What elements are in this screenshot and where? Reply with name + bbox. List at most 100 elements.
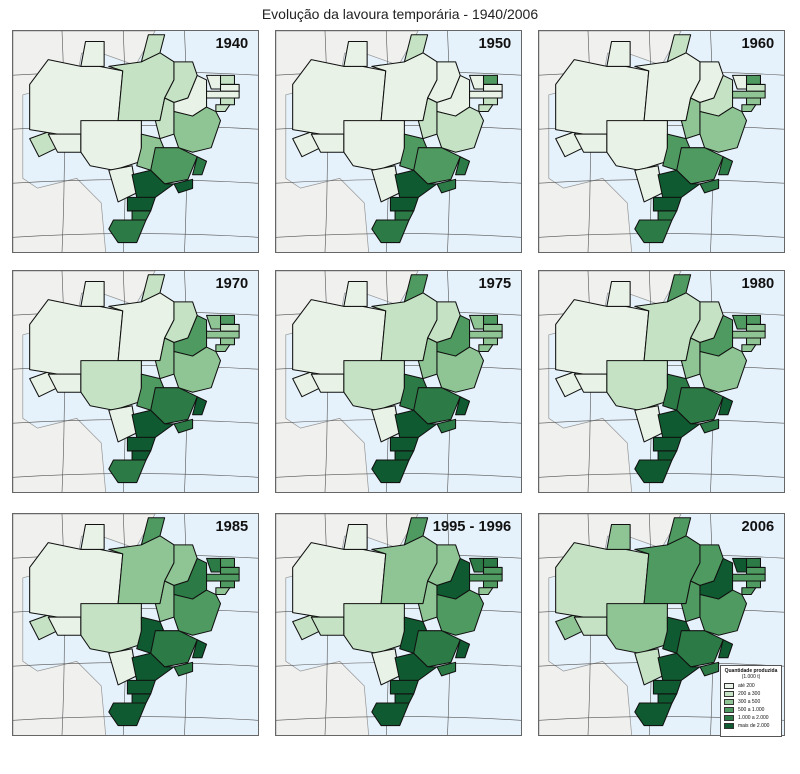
state-rn <box>219 74 236 85</box>
map-panel: 1960 <box>538 30 785 253</box>
panel-year-label: 1960 <box>742 36 775 52</box>
state-rr <box>606 41 631 67</box>
state-pe <box>206 90 240 99</box>
map-panel: 1950 <box>275 30 522 253</box>
state-rs <box>634 459 673 484</box>
state-rn <box>219 314 236 325</box>
state-rr <box>606 524 631 550</box>
brazil-map: 1975 <box>276 271 521 492</box>
panel-year-label: 1995 - 1996 <box>433 519 511 535</box>
state-rj <box>699 178 720 194</box>
state-mt <box>606 120 668 171</box>
state-rr <box>80 524 105 550</box>
brazil-map: 1940 <box>13 31 258 252</box>
state-rr <box>80 41 105 67</box>
state-rj <box>173 178 194 194</box>
state-rj <box>173 661 194 677</box>
legend-label: 200 a 300 <box>738 691 761 697</box>
state-al <box>219 337 236 346</box>
state-rn <box>745 314 762 325</box>
legend-swatch <box>724 683 734 689</box>
state-pe <box>206 573 240 582</box>
state-rr <box>343 41 368 67</box>
state-pb <box>745 566 766 575</box>
map-panel: 1985 <box>12 513 259 736</box>
state-al <box>482 97 499 106</box>
state-al <box>745 97 762 106</box>
state-rs <box>108 219 147 244</box>
state-pb <box>219 83 240 92</box>
state-al <box>482 337 499 346</box>
state-es <box>718 639 734 659</box>
state-al <box>219 580 236 589</box>
brazil-map: 1980 <box>539 271 784 492</box>
panel-year-label: 2006 <box>742 519 775 535</box>
state-pe <box>469 90 503 99</box>
legend-label: 1.000 a 2.000 <box>738 715 769 721</box>
state-rj <box>173 418 194 434</box>
state-mt <box>80 603 142 654</box>
state-rs <box>371 219 410 244</box>
state-rj <box>436 418 457 434</box>
panel-year-label: 1950 <box>479 36 512 52</box>
panel-year-label: 1975 <box>479 276 512 292</box>
panel-year-label: 1985 <box>216 519 249 535</box>
brazil-map: 1970 <box>13 271 258 492</box>
legend-item: 200 a 300 <box>724 690 778 698</box>
state-pb <box>219 323 240 332</box>
state-ba <box>173 106 222 153</box>
state-rj <box>436 661 457 677</box>
state-ap <box>403 274 429 303</box>
state-al <box>482 580 499 589</box>
state-pe <box>732 573 766 582</box>
state-pr <box>389 436 419 452</box>
brazil-map: 1960 <box>539 31 784 252</box>
state-pr <box>389 679 419 695</box>
state-ba <box>699 106 748 153</box>
state-ba <box>436 346 485 393</box>
state-al <box>745 580 762 589</box>
state-es <box>192 639 208 659</box>
legend-item: 500 a 1.000 <box>724 706 778 714</box>
legend-label: 500 a 1.000 <box>738 707 765 713</box>
state-rj <box>699 418 720 434</box>
state-pb <box>482 323 503 332</box>
state-ba <box>699 346 748 393</box>
state-rj <box>436 178 457 194</box>
state-pe <box>469 573 503 582</box>
brazil-map: 1985 <box>13 514 258 735</box>
map-panel: 1970 <box>12 270 259 493</box>
state-al <box>745 337 762 346</box>
state-se <box>215 344 231 353</box>
state-rr <box>343 281 368 307</box>
state-es <box>455 639 471 659</box>
state-ba <box>173 346 222 393</box>
state-pb <box>482 566 503 575</box>
state-rs <box>108 459 147 484</box>
state-pr <box>652 436 682 452</box>
state-ap <box>140 517 166 546</box>
state-rr <box>80 281 105 307</box>
state-mt <box>343 120 405 171</box>
state-es <box>192 156 208 176</box>
state-mt <box>343 603 405 654</box>
state-al <box>219 97 236 106</box>
state-se <box>215 587 231 596</box>
state-se <box>741 104 757 113</box>
legend-swatch <box>724 699 734 705</box>
state-rn <box>219 557 236 568</box>
state-rs <box>371 702 410 727</box>
state-es <box>718 396 734 416</box>
state-ap <box>666 34 692 63</box>
state-rs <box>634 219 673 244</box>
legend-swatch <box>724 707 734 713</box>
state-ap <box>666 517 692 546</box>
legend-item: até 200 <box>724 682 778 690</box>
state-rn <box>482 314 499 325</box>
legend-swatch <box>724 723 734 729</box>
state-rj <box>699 661 720 677</box>
map-panel: 1980 <box>538 270 785 493</box>
state-ap <box>666 274 692 303</box>
state-ap <box>140 34 166 63</box>
state-rn <box>482 74 499 85</box>
